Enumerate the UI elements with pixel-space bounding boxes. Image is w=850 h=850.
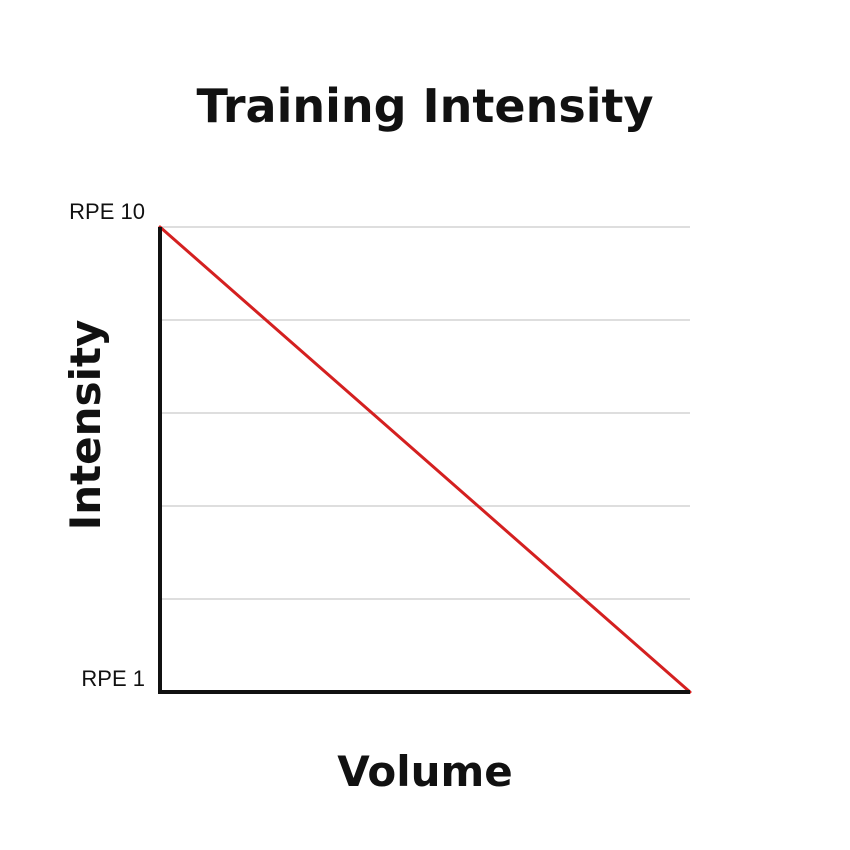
chart-title: Training Intensity xyxy=(197,79,654,133)
y-tick-labels: RPE 10 RPE 1 xyxy=(69,199,145,691)
series-line xyxy=(158,225,692,694)
y-axis-label: Intensity xyxy=(61,320,110,531)
series-layer xyxy=(158,225,692,694)
y-tick-label: RPE 10 xyxy=(69,199,145,224)
grid-lines xyxy=(160,226,690,600)
axes xyxy=(158,227,690,694)
y-tick-label: RPE 1 xyxy=(81,666,145,691)
x-axis-label: Volume xyxy=(337,747,513,796)
